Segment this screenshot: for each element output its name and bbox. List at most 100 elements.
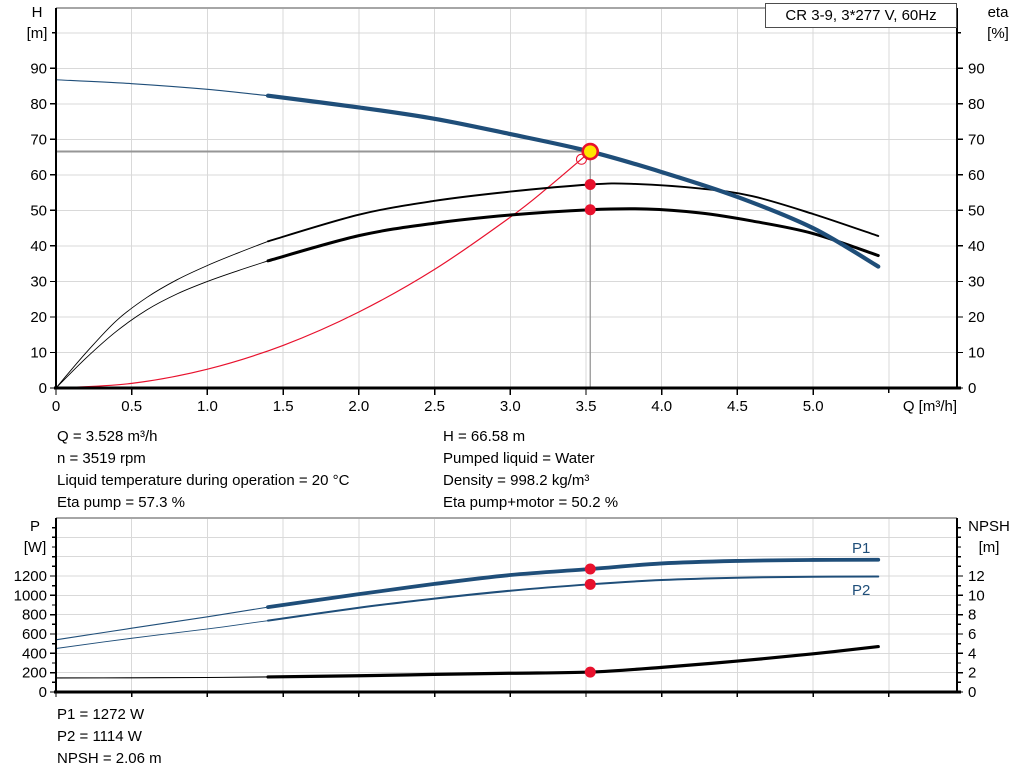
p1-curve	[266, 557, 881, 610]
svg-text:12: 12	[968, 568, 985, 585]
svg-text:30: 30	[30, 273, 47, 290]
axes	[54, 8, 961, 390]
tick-marks	[50, 526, 963, 697]
svg-text:60: 60	[968, 167, 985, 184]
tick-labels: 0 200 400 600 800 1000 1200 0 2 4 6 8 10 12	[14, 568, 985, 701]
qh-head-curve	[265, 93, 881, 269]
tick-labels: 0 0.5 1.0 1.5 2.0 2.5 3.0 3.5 4.0 4.5 5.0 0 10 20 30 40…	[30, 60, 984, 415]
svg-text:2.5: 2.5	[424, 398, 445, 415]
tick-marks	[50, 32, 963, 395]
h-axis-title-symbol: H	[31, 4, 43, 21]
p-axis-title: P [W]	[16, 516, 54, 558]
svg-text:1000: 1000	[14, 587, 47, 604]
gridlines	[56, 518, 957, 692]
p2-curve-thin	[55, 620, 269, 649]
npsh-duty-dot	[584, 666, 596, 678]
p-axis-title-unit: [W]	[23, 539, 47, 556]
duty-info-pumped-liquid: Pumped liquid = Water	[443, 450, 595, 467]
svg-text:90: 90	[30, 60, 47, 77]
svg-text:0.5: 0.5	[121, 398, 142, 415]
eta-pump-motor-curve-thin	[55, 260, 269, 389]
eta-pump-duty-dot	[584, 179, 596, 191]
affinity-line-curve	[55, 151, 591, 389]
svg-text:10: 10	[30, 344, 47, 361]
npsh-axis-title-unit: [m]	[978, 539, 1000, 556]
eta-pump-motor-curve	[266, 207, 880, 263]
svg-text:70: 70	[968, 131, 985, 148]
duty-info-eta-pump-motor: Eta pump+motor = 50.2 %	[443, 494, 619, 511]
duty-info-left-column: Q = 3.528 m³/h n = 3519 rpm Liquid tempe…	[57, 426, 349, 514]
gridlines	[56, 8, 957, 388]
power-info-block: P1 = 1272 W P2 = 1114 W NPSH = 2.06 m	[57, 704, 162, 770]
eta-pump-curve	[267, 182, 880, 243]
duty-info-right-column: H = 66.58 m Pumped liquid = Water Densit…	[443, 426, 618, 514]
svg-text:50: 50	[968, 202, 985, 219]
svg-text:8: 8	[968, 607, 976, 624]
svg-text:80: 80	[968, 96, 985, 113]
eta-pump-motor-duty-dot	[584, 204, 596, 216]
duty-point-marker[interactable]	[581, 142, 600, 161]
svg-text:400: 400	[22, 645, 47, 662]
svg-text:10: 10	[968, 344, 985, 361]
svg-text:0: 0	[39, 380, 47, 397]
eta-axis-title-symbol: eta	[987, 4, 1009, 21]
duty-info-head: H = 66.58 m	[443, 428, 526, 445]
p2-curve	[267, 575, 880, 622]
svg-text:800: 800	[22, 607, 47, 624]
svg-text:0: 0	[968, 380, 976, 397]
svg-text:600: 600	[22, 626, 47, 643]
duty-reference-lines	[56, 150, 591, 388]
svg-text:40: 40	[968, 238, 985, 255]
power-npsh-chart: 0 200 400 600 800 1000 1200 0 2 4 6 8 10 12	[14, 516, 985, 701]
p1-curve-label: P1	[852, 540, 871, 557]
npsh-axis-title: NPSH [m]	[963, 516, 1015, 558]
p2-curve-label: P2	[852, 582, 871, 599]
npsh-axis-title-symbol: NPSH	[968, 518, 1010, 535]
p-axis-title-symbol: P	[29, 518, 40, 535]
svg-text:60: 60	[30, 167, 47, 184]
p1-curve-thin	[55, 606, 269, 641]
svg-text:5.0: 5.0	[803, 398, 824, 415]
svg-text:3.5: 3.5	[576, 398, 597, 415]
svg-text:6: 6	[968, 626, 976, 643]
eta-axis-title-unit: [%]	[987, 25, 1009, 42]
svg-text:1200: 1200	[14, 568, 47, 585]
svg-text:90: 90	[968, 60, 985, 77]
svg-text:0: 0	[968, 684, 976, 701]
svg-text:80: 80	[30, 96, 47, 113]
eta-axis-title: eta [%]	[975, 2, 1021, 44]
svg-text:30: 30	[968, 273, 985, 290]
h-axis-title: H [m]	[18, 2, 56, 44]
npsh-curve-thin	[55, 676, 269, 679]
svg-text:200: 200	[22, 665, 47, 682]
svg-text:40: 40	[30, 238, 47, 255]
svg-text:10: 10	[968, 587, 985, 604]
duty-info-density: Density = 998.2 kg/m³	[443, 472, 590, 489]
duty-info-flow: Q = 3.528 m³/h	[57, 428, 158, 445]
svg-text:4.0: 4.0	[651, 398, 672, 415]
eta-pump-curve-thin	[55, 240, 269, 389]
svg-text:50: 50	[30, 202, 47, 219]
power-info-npsh: NPSH = 2.06 m	[57, 750, 162, 767]
p1-duty-dot	[584, 563, 596, 575]
q-axis-label: Q [m³/h]	[902, 398, 957, 415]
duty-info-speed: n = 3519 rpm	[57, 450, 146, 467]
svg-text:1.5: 1.5	[273, 398, 294, 415]
svg-text:3.0: 3.0	[500, 398, 521, 415]
pump-model-box: CR 3-9, 3*277 V, 60Hz	[765, 3, 957, 28]
qh-eta-chart: 0 0.5 1.0 1.5 2.0 2.5 3.0 3.5 4.0 4.5 5.0 0 10 20 30 40…	[30, 6, 985, 415]
svg-text:0: 0	[39, 684, 47, 701]
duty-info-eta-pump: Eta pump = 57.3 %	[57, 494, 185, 511]
axes	[54, 518, 961, 694]
svg-text:4: 4	[968, 645, 976, 662]
svg-text:0: 0	[52, 398, 60, 415]
svg-text:20: 20	[968, 309, 985, 326]
svg-text:70: 70	[30, 131, 47, 148]
power-info-p1: P1 = 1272 W	[57, 706, 145, 723]
svg-text:2.0: 2.0	[348, 398, 369, 415]
h-axis-title-unit: [m]	[26, 25, 48, 42]
p2-duty-dot	[584, 578, 596, 590]
svg-text:2: 2	[968, 665, 976, 682]
svg-text:1.0: 1.0	[197, 398, 218, 415]
